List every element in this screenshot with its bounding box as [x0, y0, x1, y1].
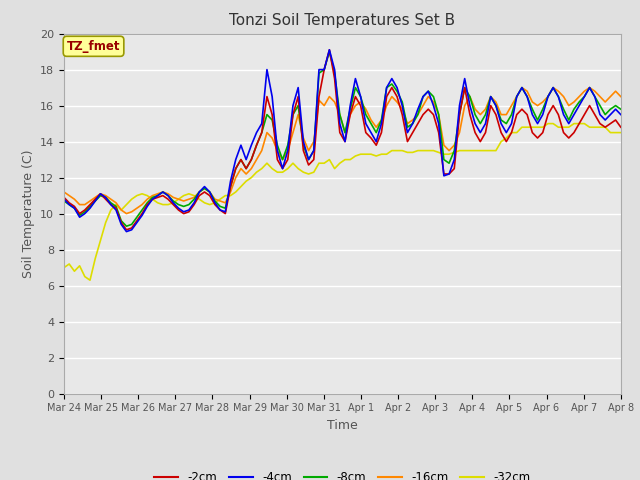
Legend: -2cm, -4cm, -8cm, -16cm, -32cm: -2cm, -4cm, -8cm, -16cm, -32cm: [150, 466, 535, 480]
Text: TZ_fmet: TZ_fmet: [67, 40, 120, 53]
Title: Tonzi Soil Temperatures Set B: Tonzi Soil Temperatures Set B: [229, 13, 456, 28]
X-axis label: Time: Time: [327, 419, 358, 432]
Y-axis label: Soil Temperature (C): Soil Temperature (C): [22, 149, 35, 278]
